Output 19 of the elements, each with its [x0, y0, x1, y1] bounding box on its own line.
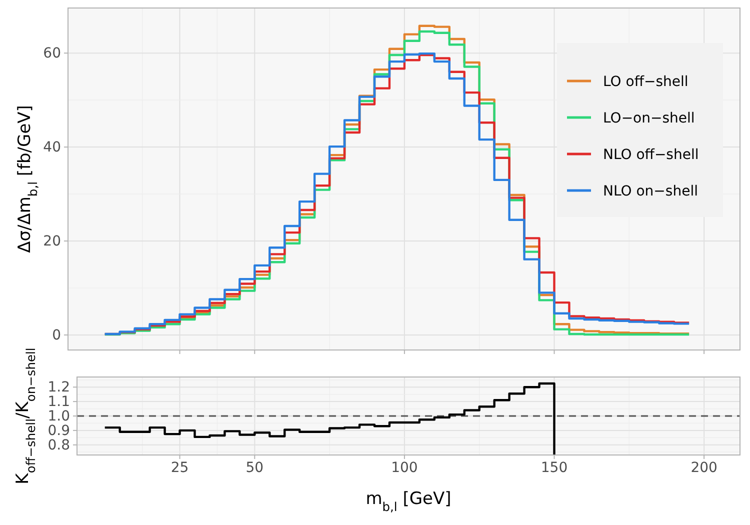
legend-label: NLO off−shell [603, 147, 699, 163]
legend-label: NLO on−shell [603, 184, 698, 200]
y-tick-label: 1.0 [48, 408, 70, 424]
legend-label: LO−on−shell [603, 110, 695, 126]
x-tick-label: 150 [540, 460, 568, 476]
y-tick-label: 0 [52, 327, 61, 344]
y-tick-label: 40 [43, 140, 61, 156]
y-tick-label: 1.1 [48, 394, 70, 410]
x-tick-label: 100 [391, 460, 418, 476]
x-tick-label: 50 [246, 460, 264, 476]
y-tick-label: 1.2 [48, 380, 70, 396]
y-tick-label: 0.8 [48, 437, 70, 454]
x-tick-label: 200 [690, 460, 718, 476]
y-tick-label: 60 [43, 46, 61, 62]
y-tick-label: 20 [43, 233, 61, 250]
x-tick-label: 25 [170, 460, 189, 476]
legend-label: LO off−shell [603, 74, 688, 90]
x-axis-title: m$_{b,l}$ [GeV] [366, 489, 452, 514]
y-tick-label: 0.9 [48, 422, 70, 439]
